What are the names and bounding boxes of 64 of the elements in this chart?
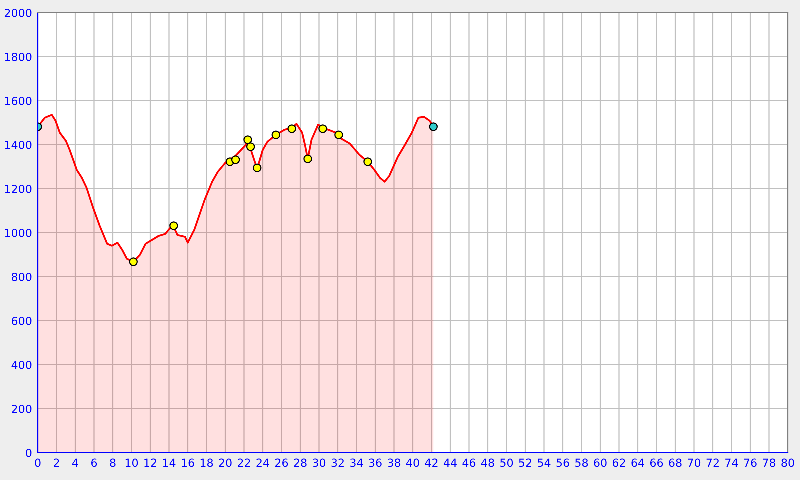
x-tick-label: 80 <box>782 458 794 468</box>
x-tick-label: 12 <box>144 458 156 467</box>
point <box>170 222 178 230</box>
x-tick-label: 74 <box>726 458 738 467</box>
x-tick-label: 68 <box>669 458 682 468</box>
x-tick-label: 36 <box>369 458 382 468</box>
x-tick-label: 62 <box>612 458 626 468</box>
point <box>231 156 240 164</box>
x-tick-label: 32 <box>332 458 344 468</box>
point <box>272 130 280 140</box>
x-tick-label: 66 <box>650 458 664 468</box>
x-tick-label: 48 <box>481 458 494 468</box>
x-tick-label: 6 <box>91 458 98 468</box>
x-tick-label: 50 <box>500 458 514 468</box>
point <box>246 142 256 152</box>
x-tick-label: 54 <box>538 458 551 468</box>
y-tick-label: 1400 <box>5 140 32 150</box>
point <box>288 124 296 134</box>
x-tick-label: 56 <box>556 458 570 468</box>
y-tick-label: 1000 <box>5 228 32 238</box>
point <box>253 164 262 172</box>
point <box>129 258 138 266</box>
y-tick-label: 600 <box>12 316 32 326</box>
x-tick-label: 46 <box>462 458 476 468</box>
x-tick-label: 58 <box>576 458 588 468</box>
x-tick-label: 30 <box>313 458 326 468</box>
y-tick-label: 800 <box>12 272 32 282</box>
x-tick-label: 22 <box>238 458 250 467</box>
y-tick-label: 1600 <box>5 96 32 106</box>
x-tick-label: 40 <box>406 458 420 468</box>
y-tick-label: 400 <box>12 360 32 370</box>
x-tick-label: 52 <box>519 458 532 468</box>
x-tick-label: 0 <box>35 458 41 468</box>
x-tick-label: 38 <box>388 458 401 468</box>
point <box>334 130 344 140</box>
y-tick-label: 2000 <box>4 8 32 18</box>
x-tick-label: 26 <box>275 458 288 468</box>
x-tick-label: 20 <box>219 458 232 468</box>
x-tick-label: 42 <box>425 458 438 467</box>
x-tick-label: 28 <box>294 458 307 468</box>
x-tick-label: 70 <box>688 458 701 468</box>
y-tick-label: 200 <box>12 404 32 414</box>
x-tick-label: 60 <box>594 458 607 468</box>
x-tick-label: 14 <box>163 458 176 467</box>
point <box>244 136 252 144</box>
x-tick-label: 64 <box>632 458 644 468</box>
x-tick-label: 8 <box>110 458 116 468</box>
x-tick-label: 76 <box>744 458 757 468</box>
x-tick-label: 4 <box>72 458 78 467</box>
point <box>364 158 372 166</box>
x-tick-label: 72 <box>706 458 719 467</box>
y-tick-label: 1800 <box>5 52 32 62</box>
x-tick-label: 34 <box>350 458 364 468</box>
point <box>318 124 328 134</box>
x-tick-label: 44 <box>444 458 457 467</box>
y-tick-label: 1200 <box>5 184 32 194</box>
x-tick-label: 78 <box>763 458 776 468</box>
x-tick-label: 24 <box>256 458 270 467</box>
y-tick-label: 0 <box>26 448 32 458</box>
x-tick-label: 2 <box>54 458 60 467</box>
x-tick-label: 16 <box>182 458 194 468</box>
x-tick-label: 18 <box>200 458 214 468</box>
x-tick-label: 10 <box>126 458 138 468</box>
point <box>304 154 312 164</box>
